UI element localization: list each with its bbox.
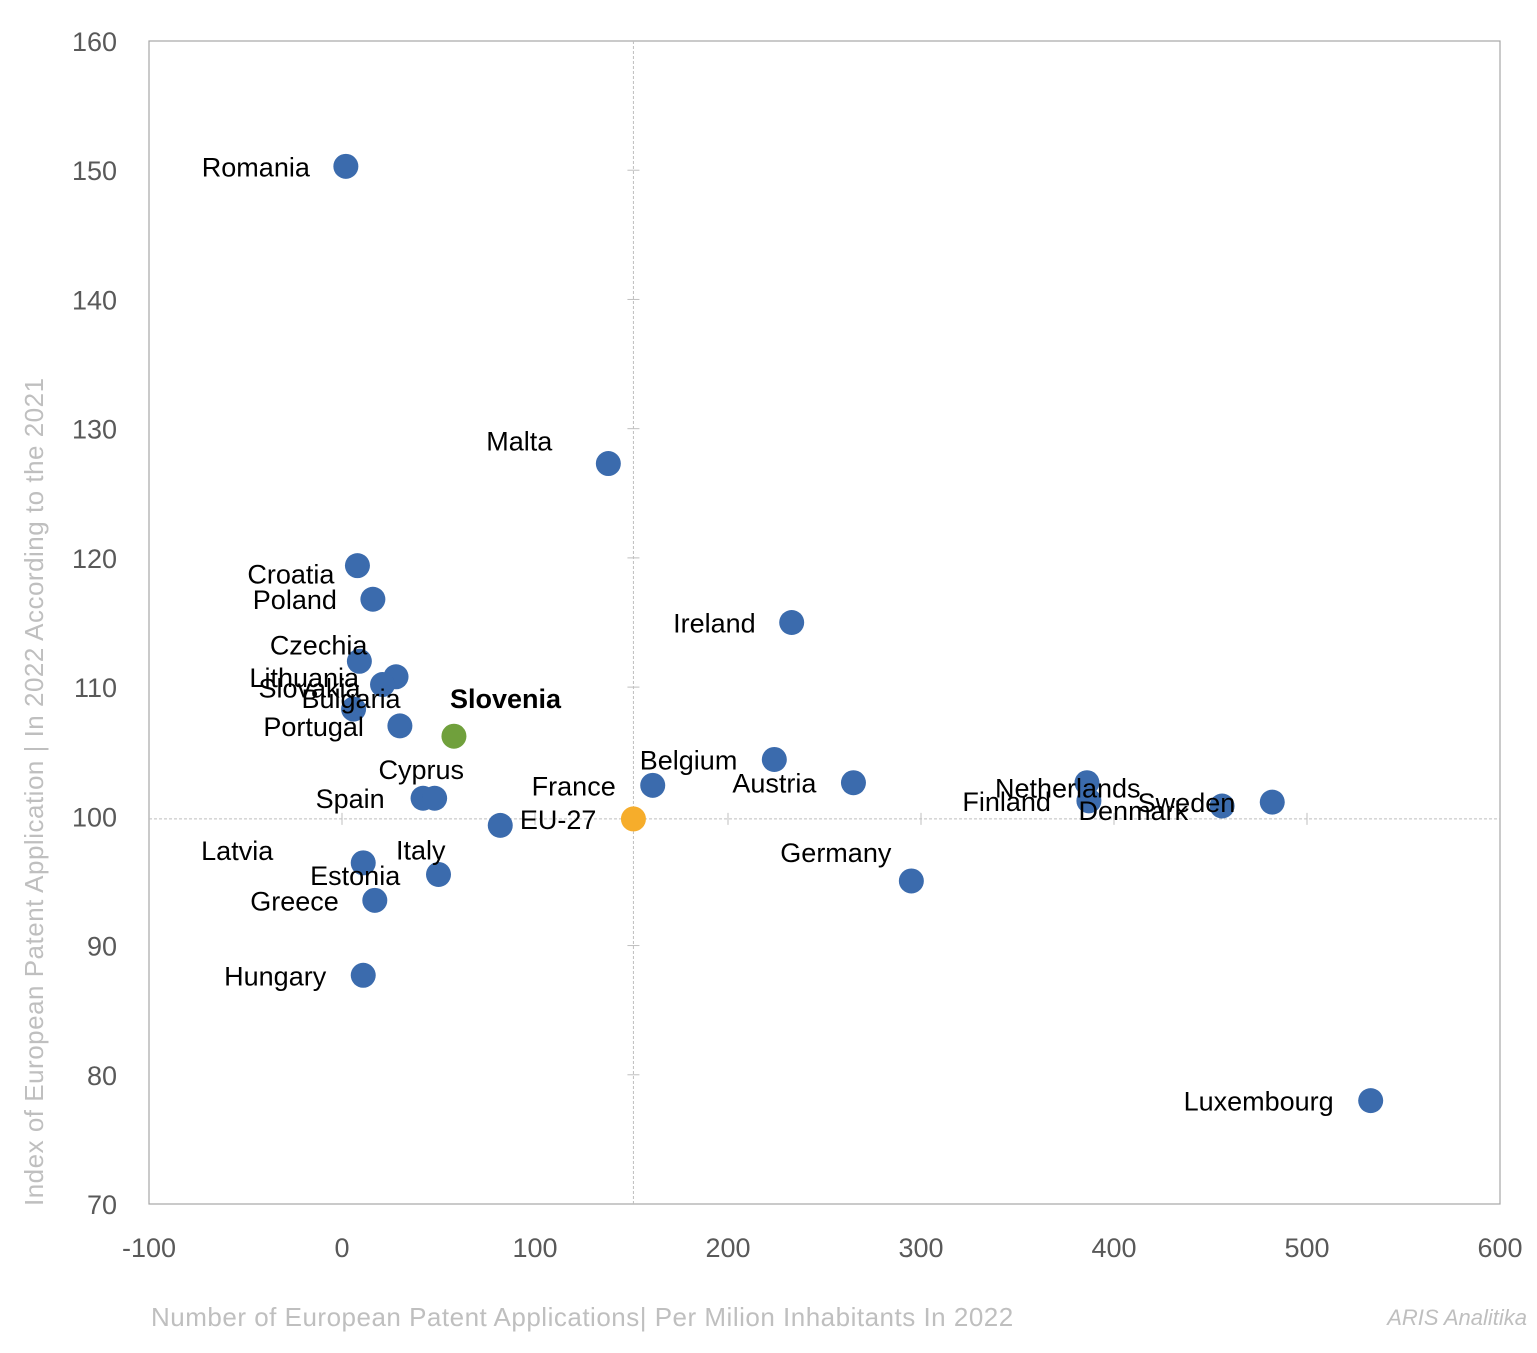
label-germany: Germany [780, 838, 892, 868]
point-slovenia [441, 723, 467, 749]
point-sweden [1259, 789, 1285, 815]
point-portugal [387, 713, 413, 739]
x-tick-label: 0 [334, 1233, 349, 1263]
point-austria [840, 770, 866, 796]
label-denmark: Denmark [1079, 796, 1189, 826]
label-malta: Malta [486, 427, 553, 457]
x-tick-label: -100 [122, 1233, 176, 1263]
label-greece: Greece [250, 886, 339, 916]
y-tick-label: 160 [72, 27, 117, 57]
label-belgium: Belgium [640, 745, 738, 775]
label-estonia: Estonia [310, 861, 401, 891]
y-tick-label: 80 [87, 1061, 117, 1091]
label-france: France [532, 771, 616, 801]
label-lithuania: Lithuania [249, 663, 360, 693]
point-labels: RomaniaMaltaCroatiaPolandIrelandCzechiaL… [201, 152, 1334, 1116]
point-croatia [344, 553, 370, 579]
point-spain [422, 785, 448, 811]
reference-lines [149, 41, 1500, 1204]
label-cyprus: Cyprus [379, 755, 465, 785]
label-romania: Romania [202, 152, 311, 182]
label-hungary: Hungary [224, 961, 327, 991]
label-finland: Finland [962, 787, 1051, 817]
y-tick-label: 120 [72, 544, 117, 574]
x-axis-title: Number of European Patent Applications| … [151, 1302, 1014, 1332]
y-axis-title: Index of European Patent Application | I… [19, 377, 49, 1206]
y-tick-label: 140 [72, 285, 117, 315]
point-finland [1076, 788, 1102, 814]
y-tick-label: 100 [72, 802, 117, 832]
x-tick-label: 200 [705, 1233, 750, 1263]
label-bulgaria: Bulgaria [302, 684, 402, 714]
point-germany [898, 868, 924, 894]
label-sweden: Sweden [1138, 788, 1236, 818]
label-croatia: Croatia [247, 560, 335, 590]
y-tick-label: 130 [72, 415, 117, 445]
point-belgium [761, 746, 787, 772]
point-ireland [779, 610, 805, 635]
y-tick-label: 150 [72, 156, 117, 186]
x-tick-label: 500 [1284, 1233, 1329, 1263]
point-slovakia [370, 672, 396, 698]
label-poland: Poland [253, 585, 337, 615]
label-czechia: Czechia [270, 630, 369, 660]
x-axis-ticks: -100 0 100 200 300 400 500 600 [122, 812, 1523, 1263]
point-italy [426, 861, 451, 887]
data-points [333, 153, 1384, 1114]
label-latvia: Latvia [201, 836, 274, 866]
point-luxembourg [1358, 1088, 1384, 1114]
x-tick-label: 100 [512, 1233, 557, 1263]
label-luxembourg: Luxembourg [1184, 1087, 1334, 1117]
label-eu-27: EU-27 [520, 805, 597, 835]
point-greece [362, 887, 388, 913]
credit-text: ARIS Analitika [1385, 1305, 1527, 1330]
point-latvia [350, 850, 376, 876]
point-netherlands [1074, 770, 1100, 796]
x-tick-label: 600 [1477, 1233, 1522, 1263]
point-czechia [346, 648, 372, 674]
label-portugal: Portugal [263, 712, 364, 742]
point-poland [360, 586, 386, 612]
point-eu-27 [620, 806, 646, 832]
y-tick-label: 110 [74, 673, 117, 703]
point-denmark [1209, 793, 1235, 819]
label-austria: Austria [732, 769, 817, 799]
y-axis-ticks: 70 80 90 100 110 120 130 140 150 160 [72, 27, 640, 1220]
point-romania [333, 153, 359, 179]
label-spain: Spain [316, 784, 385, 814]
y-tick-label: 70 [87, 1190, 117, 1220]
label-italy: Italy [396, 835, 446, 865]
point-malta [595, 451, 621, 477]
point-bulgaria [341, 696, 367, 722]
x-tick-label: 400 [1091, 1233, 1136, 1263]
point-france [640, 772, 666, 798]
label-slovakia: Slovakia [258, 674, 361, 704]
point-hungary [350, 962, 376, 988]
y-tick-label: 90 [87, 932, 117, 962]
label-ireland: Ireland [673, 609, 756, 639]
x-tick-label: 300 [898, 1233, 943, 1263]
point-unlabeled [487, 812, 513, 838]
label-netherlands: Netherlands [995, 774, 1141, 804]
plot-area [148, 40, 1501, 1205]
label-slovenia: Slovenia [450, 684, 562, 714]
